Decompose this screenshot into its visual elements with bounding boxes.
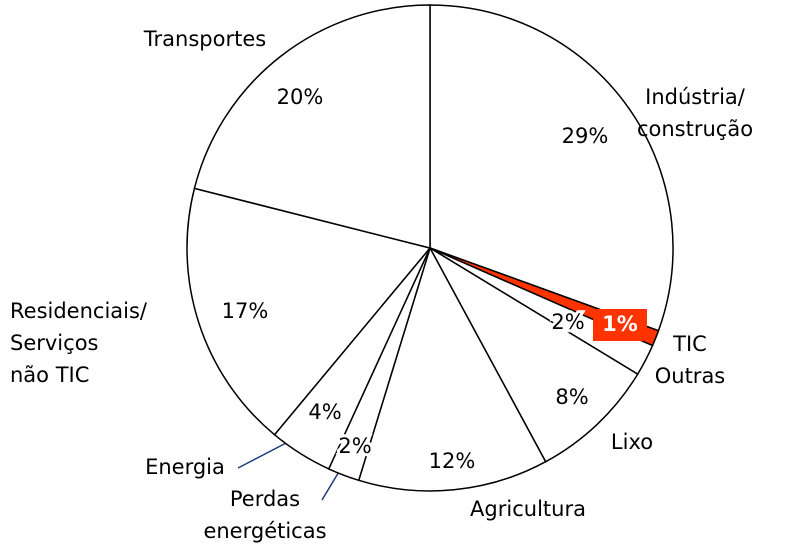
value-label: 20% — [277, 85, 324, 109]
category-label: Outras — [655, 364, 726, 388]
category-label: Indústria/construção — [637, 85, 753, 141]
category-label: Residenciais/Serviços não TIC — [10, 299, 148, 387]
category-label: Transportes — [143, 27, 266, 51]
value-label: 2% — [338, 434, 371, 458]
pie-slice — [429, 4, 674, 332]
value-label: 17% — [222, 299, 269, 323]
value-label: 29% — [562, 124, 609, 148]
pie-slice — [193, 4, 431, 249]
category-label: Perdas energéticas — [203, 487, 326, 543]
category-label: Agricultura — [470, 497, 586, 521]
pie-slice — [186, 187, 432, 436]
label-background — [593, 309, 647, 341]
pie-slice — [428, 245, 639, 463]
pie-slice — [357, 246, 547, 492]
category-label: Lixo — [611, 430, 653, 454]
category-label: TIC — [672, 332, 707, 356]
leader-line — [237, 440, 291, 469]
value-label: 8% — [555, 385, 588, 409]
leader-line — [321, 469, 341, 501]
value-label: 2% — [551, 310, 584, 334]
category-label: Energia — [145, 455, 225, 479]
value-label: 1% — [602, 312, 638, 336]
value-label: 4% — [308, 400, 341, 424]
value-label: 12% — [429, 449, 476, 473]
